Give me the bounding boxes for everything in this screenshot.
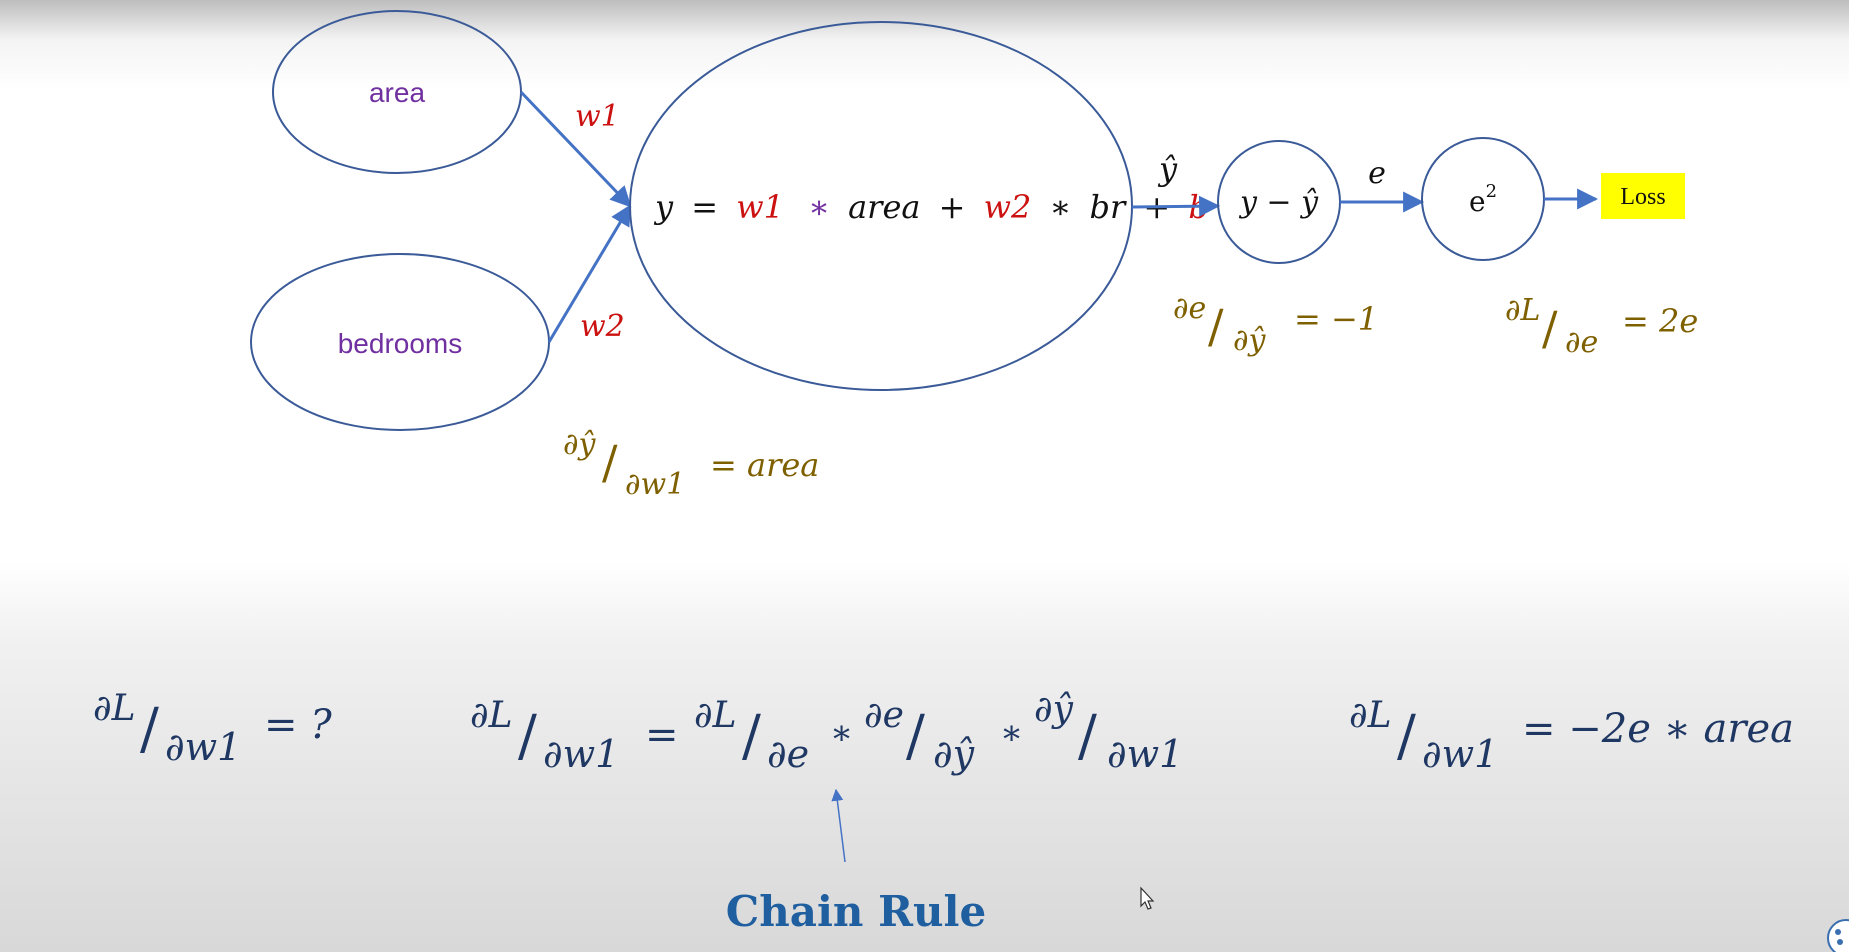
question-slash: / [140, 697, 159, 762]
bedrooms-node: bedrooms [250, 253, 550, 431]
eq-w2: w2 [984, 188, 1032, 226]
neuron-equation: y = w1 ∗ area + w2 ∗ br + b [653, 188, 1209, 226]
chain-t1-num: ∂L [694, 695, 737, 736]
partial-de-dyhat-slash: / [1208, 299, 1224, 353]
chain-lhs-num: ∂L [470, 695, 513, 736]
square-base: e [1469, 185, 1486, 218]
eq-br: br [1089, 188, 1126, 226]
result-slash: / [1397, 704, 1416, 769]
equation-result: ∂L / ∂w1 = −2e ∗ area [1349, 695, 1794, 776]
partial-de-dyhat-den: ∂ŷ [1233, 323, 1267, 358]
partial-de-dyhat-rhs: = −1 [1294, 300, 1378, 338]
partial-dL-de-den: ∂e [1565, 325, 1598, 360]
question-rhs: = ? [264, 702, 332, 748]
chain-t3-slash: / [1078, 704, 1097, 769]
partial-de-dyhat: ∂e / ∂ŷ = −1 [1173, 291, 1378, 358]
partial-dyhat-dw1-rhs: = area [710, 446, 819, 484]
e-label: e [1368, 156, 1386, 191]
edge-area-to-neuron [519, 90, 632, 208]
eq-plus1: + [939, 188, 966, 226]
chain-eq: = [645, 712, 679, 758]
square-node: e2 [1421, 137, 1545, 261]
question-den: ∂w1 [165, 725, 241, 769]
yhat-label: ŷ [1157, 150, 1178, 188]
eq-equals: = [691, 188, 718, 226]
edge-bedrooms-to-neuron [547, 204, 632, 343]
partial-dL-de-slash: / [1542, 301, 1558, 355]
equation-chain: ∂L / ∂w1 = ∂L / ∂e ∗ ∂e / ∂ŷ ∗ ∂ŷ / ∂w1 [470, 689, 1183, 776]
eq-times2: ∗ [1050, 188, 1072, 226]
corner-logo-icon [1827, 919, 1849, 952]
partial-dL-de-rhs: = 2e [1622, 302, 1698, 340]
chain-t2-slash: / [906, 704, 925, 769]
chain-op1: ∗ [830, 713, 853, 753]
chain-op2: ∗ [1000, 713, 1023, 753]
eq-times1: ∗ [808, 188, 830, 226]
result-rhs: = −2e ∗ area [1522, 706, 1794, 752]
error-node-label: y − ŷ [1238, 185, 1319, 220]
chain-t3-num: ∂ŷ [1034, 689, 1074, 730]
result-den: ∂w1 [1422, 732, 1498, 776]
equation-question: ∂L / ∂w1 = ? [93, 688, 332, 769]
eq-w1: w1 [736, 188, 784, 226]
loss-box: Loss [1601, 173, 1685, 219]
partial-dL-de: ∂L / ∂e = 2e [1505, 293, 1698, 360]
weight-w1-label: w1 [575, 99, 620, 134]
edge-neuron-to-error [1131, 195, 1221, 217]
chain-t2-num: ∂e [864, 695, 904, 736]
chain-rule-arrow [831, 788, 846, 863]
partial-dyhat-dw1-slash: / [602, 435, 618, 489]
area-node: area [272, 10, 522, 174]
chain-t1-den: ∂e [767, 732, 809, 776]
loss-label: Loss [1620, 184, 1665, 210]
partial-de-dyhat-num: ∂e [1173, 291, 1206, 326]
eq-area: area [848, 188, 920, 226]
chain-lhs-slash: / [518, 704, 537, 769]
eq-y: y [653, 188, 674, 226]
chain-t3-den: ∂w1 [1107, 732, 1183, 776]
chain-t2-den: ∂ŷ [933, 732, 975, 776]
result-num: ∂L [1349, 695, 1392, 736]
bedrooms-node-label: bedrooms [338, 328, 463, 359]
partial-dL-de-num: ∂L [1505, 293, 1540, 328]
question-num: ∂L [93, 688, 136, 729]
weight-w2-label: w2 [580, 309, 625, 344]
square-node-label: e2 [1469, 181, 1497, 218]
chain-lhs-den: ∂w1 [543, 732, 619, 776]
mouse-cursor-icon [1140, 886, 1155, 910]
area-node-label: area [369, 77, 425, 108]
error-node: y − ŷ [1217, 140, 1341, 264]
square-exponent: 2 [1486, 181, 1497, 202]
partial-dyhat-dw1-den: ∂w1 [625, 467, 685, 502]
partial-dyhat-dw1-num: ∂ŷ [563, 427, 597, 462]
chain-t1-slash: / [742, 704, 761, 769]
neuron-node: y = w1 ∗ area + w2 ∗ br + b [629, 21, 1209, 391]
partial-dyhat-dw1: ∂ŷ / ∂w1 = area [563, 427, 819, 502]
chain-rule-label: Chain Rule [726, 887, 986, 936]
